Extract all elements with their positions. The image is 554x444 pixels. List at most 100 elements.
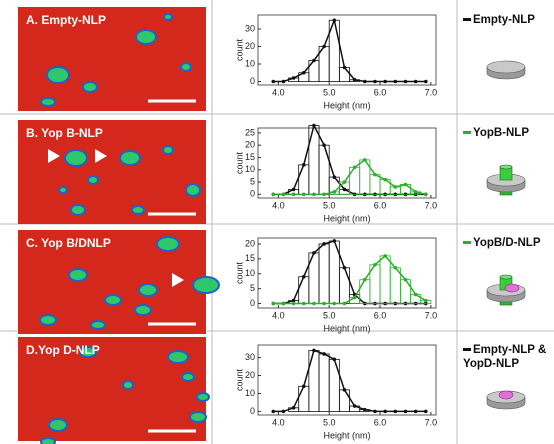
data-point xyxy=(383,254,387,258)
legend-swatch xyxy=(463,131,471,135)
particle xyxy=(194,278,218,292)
particle xyxy=(165,15,171,19)
x-tick-label: 4.0 xyxy=(272,87,285,97)
x-tick-label: 4.0 xyxy=(272,200,285,210)
data-point xyxy=(403,182,408,187)
data-point xyxy=(291,187,296,192)
histogram-bar xyxy=(318,243,330,304)
data-point xyxy=(312,123,316,128)
nlp-icon xyxy=(486,274,526,306)
data-point xyxy=(383,177,387,182)
histogram-bar xyxy=(298,385,310,412)
legend-swatch xyxy=(463,18,471,22)
x-tick-label: 6.0 xyxy=(374,200,387,210)
panel-label: A. Empty-NLP xyxy=(26,13,106,27)
y-tick-label: 15 xyxy=(245,152,255,162)
data-point xyxy=(322,192,326,197)
data-point xyxy=(301,301,306,306)
series-line xyxy=(273,349,426,413)
y-tick-label: 0 xyxy=(250,406,255,416)
image-background xyxy=(18,120,206,224)
x-axis-label: Height (nm) xyxy=(323,430,370,440)
image-background xyxy=(18,7,206,111)
data-point xyxy=(424,298,428,303)
particle xyxy=(42,439,54,444)
data-point xyxy=(291,192,296,197)
x-tick-label: 5.0 xyxy=(323,200,336,210)
particle xyxy=(187,185,199,195)
data-point xyxy=(342,388,347,392)
x-tick-label: 5.0 xyxy=(323,417,336,427)
data-point xyxy=(342,180,347,184)
y-axis-label: count xyxy=(234,261,244,284)
y-tick-label: 10 xyxy=(245,388,255,398)
data-point xyxy=(301,274,306,279)
data-point xyxy=(373,263,377,267)
panel-label: B. Yop B-NLP xyxy=(26,126,103,140)
data-point xyxy=(312,58,316,63)
y-tick-label: 10 xyxy=(245,58,255,68)
particle xyxy=(133,207,143,213)
particle xyxy=(84,83,96,91)
data-point xyxy=(271,192,276,197)
arrowhead xyxy=(48,149,60,163)
data-point xyxy=(424,79,428,84)
x-tick-label: 5.0 xyxy=(323,87,336,97)
y-axis-label: count xyxy=(234,38,244,61)
particle xyxy=(92,322,104,328)
histogram-bar xyxy=(399,279,411,304)
data-point xyxy=(291,76,296,80)
data-point xyxy=(322,352,326,356)
data-point xyxy=(271,301,276,306)
legend-label: YopB-NLP xyxy=(473,127,530,139)
histogram-bar xyxy=(369,174,381,195)
y-axis-label: count xyxy=(234,151,244,174)
data-point xyxy=(383,79,387,84)
legend-entry: YopB-NLP xyxy=(463,126,553,140)
x-tick-label: 7.0 xyxy=(425,87,438,97)
y-tick-label: 20 xyxy=(245,370,255,380)
histogram-bar xyxy=(308,349,320,412)
data-point xyxy=(403,277,408,282)
data-point xyxy=(363,277,367,282)
particle xyxy=(89,177,97,183)
data-point xyxy=(413,292,418,297)
data-point xyxy=(281,192,286,197)
data-point xyxy=(352,77,357,82)
data-point xyxy=(301,70,306,75)
series-line xyxy=(273,158,427,196)
legend-label: YopB/D-NLP xyxy=(473,237,541,249)
x-tick-label: 4.0 xyxy=(272,417,285,427)
x-axis-label: Height (nm) xyxy=(323,323,370,333)
panel-label: C. Yop B/DNLP xyxy=(26,236,111,250)
data-point xyxy=(363,407,367,412)
arrowhead xyxy=(95,149,107,163)
particle xyxy=(164,147,172,153)
x-tick-label: 7.0 xyxy=(425,310,438,320)
legend-entry: Empty-NLP & YopD-NLP xyxy=(463,343,553,371)
legend-label: Empty-NLP xyxy=(473,14,535,26)
data-point xyxy=(342,187,347,192)
y-tick-label: 0 xyxy=(250,298,255,308)
y-tick-label: 0 xyxy=(250,189,255,199)
particle xyxy=(72,206,84,214)
particle xyxy=(124,382,132,388)
data-point xyxy=(291,298,296,303)
data-point xyxy=(393,79,398,84)
data-point xyxy=(424,192,428,197)
data-point xyxy=(342,65,347,70)
plot-frame xyxy=(257,237,437,309)
particle xyxy=(140,285,156,295)
particle xyxy=(81,348,95,356)
y-tick-label: 20 xyxy=(245,140,255,150)
data-point xyxy=(373,409,377,414)
x-tick-label: 5.0 xyxy=(323,310,336,320)
data-point xyxy=(271,409,276,414)
data-point xyxy=(322,143,326,147)
x-axis-label: Height (nm) xyxy=(323,213,370,223)
afm-image xyxy=(18,230,220,334)
data-point xyxy=(312,251,316,255)
legend-entry: YopB/D-NLP xyxy=(463,236,553,250)
data-point xyxy=(291,301,296,306)
particle xyxy=(191,413,205,421)
